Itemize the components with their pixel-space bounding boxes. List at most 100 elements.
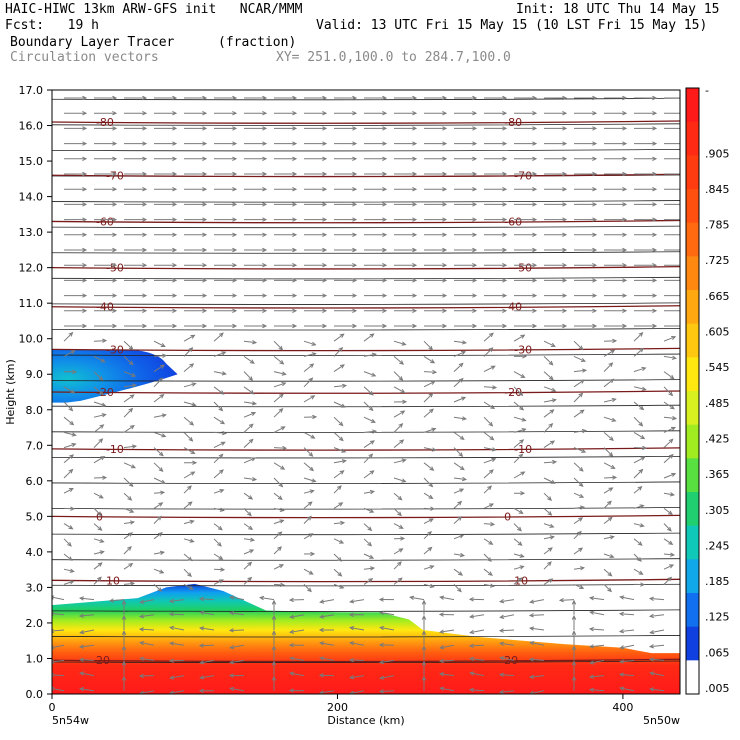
wind-vector-head [369,470,375,475]
wind-vector-head [461,396,467,401]
wind-vector-head [312,414,318,420]
wind-vector-head [442,217,448,222]
wind-vector [273,492,283,500]
wind-vector [543,356,553,366]
cross-section-coords: XY= 251.0,100.0 to 284.7,100.0 [276,50,511,65]
wind-vector-head [550,342,556,347]
wind-vector-head [322,263,328,268]
wind-vector-head [579,493,585,498]
wind-vector-head [397,561,402,567]
wind-vector [63,401,73,411]
wind-vector-head [232,308,238,313]
wind-vector-head [232,323,238,329]
wind-vector-head [322,232,328,237]
y-tick-label: 3.0 [26,581,44,594]
wind-vector [243,561,252,570]
wind-vector-head [349,641,355,646]
wind-vector-head [199,626,205,631]
wind-vector-head [79,687,85,692]
wind-vector-head [322,95,328,101]
wind-vector [273,519,284,525]
wind-vector-head [352,126,358,131]
wind-vector-head [622,141,628,146]
wind-vector-head [188,585,194,590]
wind-vector-head [548,375,554,381]
wind-vector [513,538,523,546]
wind-vector-head [229,686,235,692]
wind-vector-head [490,365,496,370]
wind-vector [183,471,195,479]
wind-vector [573,369,586,373]
wind-vector [603,584,612,592]
wind-vector-head [579,409,585,414]
wind-vector-head [520,373,526,378]
wind-vector [543,523,554,528]
wind-vector-head [562,187,568,192]
wind-vector [633,431,645,439]
wind-vector-head [421,660,427,666]
wind-vector-head [382,323,388,329]
wind-vector-head [82,95,88,101]
wind-vector [453,447,463,457]
wind-vector [543,561,552,570]
wind-vector-head [532,171,538,177]
wind-vector-head [592,232,598,237]
wind-vector-head [580,357,586,362]
wind-vector [123,445,136,449]
wind-vector [500,657,515,661]
wind-vector-head [192,460,198,465]
wind-vector [573,583,584,589]
wind-vector [393,492,402,501]
wind-vector-head [458,452,464,458]
wind-vector-head [172,202,178,207]
wind-vector-head [97,511,102,517]
wind-vector-head [669,405,675,410]
wind-vector-head [247,561,253,567]
wind-vector-head [292,323,298,329]
wind-vector-head [442,232,448,237]
wind-vector [243,371,253,381]
wind-vector-head [172,217,178,222]
wind-vector-head [82,126,88,131]
y-tick-label: 14.0 [19,191,44,204]
wind-vector [363,371,376,377]
wind-vector-head [528,674,535,679]
wind-vector [393,386,405,393]
wind-vector [123,477,134,487]
wind-vector-head [459,465,465,471]
wind-vector-head [522,354,528,359]
wind-vector-head [309,466,315,472]
wind-vector [513,428,526,433]
wind-vector-head [68,331,74,337]
wind-vector-head [202,308,208,313]
wind-vector-head [520,334,526,339]
wind-vector [93,371,103,381]
wind-vector [63,350,75,357]
wind-vector-head [641,386,647,391]
wind-vector-head [562,263,568,268]
wind-vector-head [100,455,106,461]
wind-vector-head [112,126,118,131]
wind-vector-head [532,308,538,313]
wind-vector-head [562,232,568,237]
wind-vector [153,394,164,403]
wind-vector-head [378,597,384,602]
wind-vector-head [609,535,615,540]
wind-vector [590,597,605,601]
wind-vector-head [640,456,646,461]
wind-vector-head [528,657,534,662]
wind-vector-head [607,571,613,577]
wind-vector-head [682,263,686,266]
wind-vector-head [169,641,175,646]
wind-vector-head [322,278,328,283]
wind-vector-head [82,232,88,237]
wind-vector-head [278,482,284,488]
wind-vector [603,500,612,509]
wind-vector-head [382,217,388,222]
wind-vector-head [670,552,676,557]
wind-vector [333,333,344,342]
wind-vector-head [198,643,204,648]
wind-vector-head [322,217,328,222]
wind-vector [573,492,584,498]
wind-vector-head [251,457,257,462]
